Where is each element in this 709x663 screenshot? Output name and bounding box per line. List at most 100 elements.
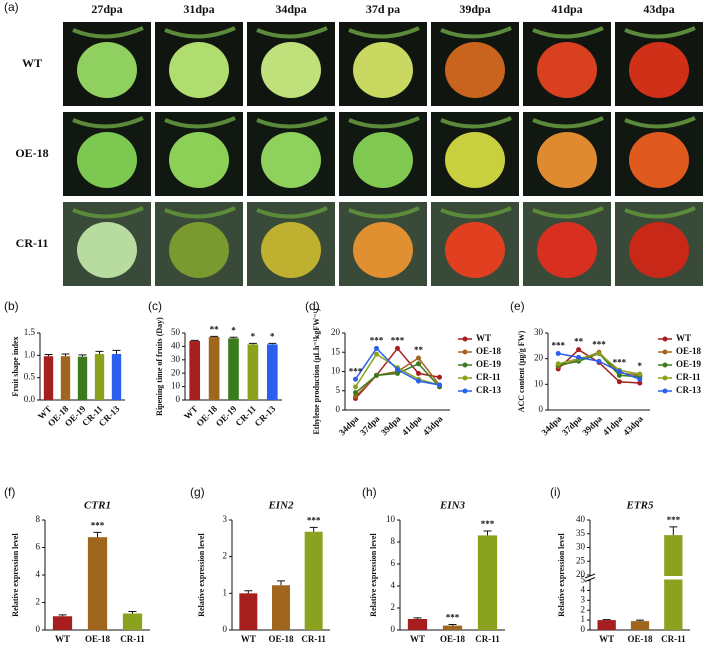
photo-fruit xyxy=(629,42,689,98)
photo-fruit xyxy=(537,132,597,188)
marker xyxy=(353,390,358,396)
panel-label: (g) xyxy=(190,485,205,499)
marker xyxy=(616,372,622,378)
error-bar xyxy=(210,335,219,338)
marker xyxy=(374,351,379,357)
photo-fruit xyxy=(353,132,413,188)
y-axis-label: Relative expression level xyxy=(11,533,20,617)
legend-label: WT xyxy=(476,333,491,343)
y-tick-label: 0 xyxy=(581,624,586,634)
legend-label: OE-19 xyxy=(676,359,702,369)
x-tick-label: WT xyxy=(410,634,425,644)
legend-label: CR-13 xyxy=(476,385,501,395)
y-tick-label: 40 xyxy=(576,514,586,524)
y-tick-label: 1 xyxy=(223,587,228,597)
panel-label: (b) xyxy=(4,299,19,313)
y-tick-label: 5 xyxy=(581,575,586,585)
marker xyxy=(395,345,400,351)
marker xyxy=(637,376,643,382)
y-tick-label: 10 xyxy=(331,366,341,376)
marker xyxy=(555,361,561,367)
panel-label: (c) xyxy=(148,299,162,313)
significance: * xyxy=(638,361,643,371)
photo-stem xyxy=(348,116,420,129)
bar xyxy=(407,619,428,630)
significance: *** xyxy=(307,515,321,525)
y-tick-label: 50 xyxy=(171,327,181,337)
y-tick-label: 1 xyxy=(581,614,586,624)
photo-stem xyxy=(532,26,604,39)
photo-stem xyxy=(72,206,144,219)
photo-fruit xyxy=(77,222,137,278)
bar xyxy=(247,344,259,400)
photo-stem xyxy=(256,26,328,39)
legend-label: CR-11 xyxy=(476,372,501,382)
marker xyxy=(395,367,400,373)
row-label: CR-11 xyxy=(16,236,49,250)
error-bar xyxy=(128,610,137,614)
legend-label: OE-18 xyxy=(676,346,702,356)
error-bar xyxy=(248,342,257,345)
y-tick-label: 25 xyxy=(576,555,586,565)
y-tick-label: 10 xyxy=(534,378,544,388)
x-tick-label: OE-19 xyxy=(214,403,239,428)
photo-fruit xyxy=(629,132,689,188)
x-tick-label: WT xyxy=(241,634,256,644)
legend-marker xyxy=(462,375,468,381)
bar xyxy=(664,535,683,630)
significance: ** xyxy=(210,324,220,334)
x-tick-label: 41dpa xyxy=(601,413,625,437)
photo-fruit xyxy=(445,132,505,188)
x-tick-label: CR-11 xyxy=(301,634,326,644)
marker xyxy=(416,370,421,376)
photo-stem xyxy=(348,206,420,219)
photo-stem xyxy=(348,26,420,39)
photo-fruit xyxy=(353,42,413,98)
photo-fruit xyxy=(261,42,321,98)
bar xyxy=(52,616,73,630)
photo-fruit xyxy=(169,222,229,278)
error-bar xyxy=(448,624,457,626)
bar xyxy=(266,344,278,400)
error-bar xyxy=(669,526,678,536)
marker xyxy=(395,370,400,376)
legend-marker xyxy=(462,388,468,394)
x-tick-label: 39dpa xyxy=(379,413,403,437)
column-label: 39dpa xyxy=(459,2,490,16)
legend-marker xyxy=(462,336,468,342)
legend-label: OE-19 xyxy=(476,359,502,369)
x-tick-label: CR-13 xyxy=(253,403,278,428)
photo-fruit xyxy=(261,132,321,188)
legend-label: WT xyxy=(676,333,691,343)
photo-fruit xyxy=(77,132,137,188)
marker xyxy=(596,351,602,357)
bar xyxy=(111,353,122,400)
y-tick-label: 40 xyxy=(171,340,181,350)
legend-marker xyxy=(662,388,668,394)
x-tick-label: 37dpa xyxy=(358,413,382,437)
axis-break xyxy=(586,576,690,580)
legend-marker xyxy=(462,362,468,368)
photo-fruit xyxy=(353,222,413,278)
legend-marker xyxy=(662,349,668,355)
column-label: 37d pa xyxy=(366,2,400,16)
marker xyxy=(576,347,582,353)
photo-fruit xyxy=(261,222,321,278)
y-tick-label: 5 xyxy=(336,385,341,395)
column-label: 43dpa xyxy=(643,2,674,16)
bar xyxy=(87,537,108,630)
panel-label: (a) xyxy=(4,0,19,14)
chart-title: EIN2 xyxy=(267,500,294,512)
x-tick-label: 34dpa xyxy=(539,413,563,437)
significance: *** xyxy=(613,357,627,367)
bar xyxy=(272,585,290,630)
y-tick-label: 2 xyxy=(391,602,396,612)
significance: *** xyxy=(391,335,405,345)
error-bar xyxy=(244,590,253,594)
x-tick-label: OE-18 xyxy=(440,634,466,644)
bar xyxy=(304,531,323,630)
y-tick-label: 0 xyxy=(336,404,341,414)
y-tick-label: 0 xyxy=(36,624,41,634)
x-tick-label: 39dpa xyxy=(580,413,604,437)
